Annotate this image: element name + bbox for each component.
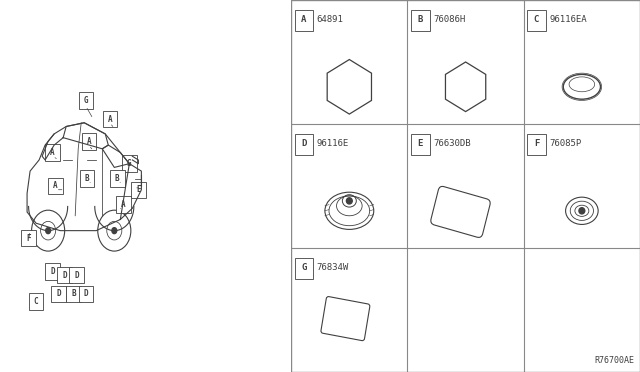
FancyBboxPatch shape — [80, 170, 95, 187]
Text: D: D — [51, 267, 55, 276]
Circle shape — [579, 208, 585, 214]
Text: R76700AE: R76700AE — [594, 356, 634, 365]
Text: B: B — [115, 174, 120, 183]
Text: D: D — [83, 289, 88, 298]
Text: B: B — [72, 289, 76, 298]
FancyBboxPatch shape — [45, 263, 60, 280]
Text: B: B — [417, 15, 423, 24]
FancyBboxPatch shape — [49, 178, 63, 194]
Text: 64891: 64891 — [317, 15, 344, 24]
FancyBboxPatch shape — [411, 134, 429, 155]
FancyBboxPatch shape — [116, 196, 131, 213]
Text: E: E — [417, 140, 423, 148]
Text: E: E — [136, 185, 141, 194]
Text: D: D — [56, 289, 61, 298]
Circle shape — [346, 198, 352, 204]
Text: A: A — [301, 15, 307, 24]
FancyBboxPatch shape — [79, 286, 93, 302]
FancyBboxPatch shape — [294, 258, 314, 279]
Text: 96116E: 96116E — [317, 139, 349, 148]
FancyBboxPatch shape — [110, 170, 125, 187]
Text: C: C — [534, 15, 540, 24]
Text: 76085P: 76085P — [549, 139, 582, 148]
FancyBboxPatch shape — [294, 134, 314, 155]
FancyBboxPatch shape — [102, 111, 117, 127]
FancyBboxPatch shape — [67, 286, 81, 302]
FancyBboxPatch shape — [411, 10, 429, 31]
FancyBboxPatch shape — [70, 267, 84, 283]
Text: C: C — [34, 297, 38, 306]
Text: B: B — [85, 174, 90, 183]
Text: F: F — [26, 234, 31, 243]
Text: D: D — [301, 140, 307, 148]
Text: A: A — [51, 148, 55, 157]
FancyBboxPatch shape — [131, 182, 145, 198]
FancyBboxPatch shape — [29, 293, 44, 310]
Circle shape — [45, 228, 51, 234]
Text: F: F — [534, 140, 540, 148]
Text: 96116EA: 96116EA — [549, 15, 587, 24]
Text: 76630DB: 76630DB — [433, 139, 470, 148]
FancyBboxPatch shape — [81, 133, 96, 150]
FancyBboxPatch shape — [58, 267, 72, 283]
Circle shape — [112, 228, 116, 234]
Text: A: A — [121, 200, 125, 209]
Text: A: A — [108, 115, 112, 124]
FancyBboxPatch shape — [527, 134, 546, 155]
Text: A: A — [86, 137, 91, 146]
Text: D: D — [74, 271, 79, 280]
FancyBboxPatch shape — [294, 10, 314, 31]
Text: 76834W: 76834W — [317, 263, 349, 272]
Text: A: A — [53, 182, 58, 190]
Text: 76086H: 76086H — [433, 15, 465, 24]
FancyBboxPatch shape — [527, 10, 546, 31]
FancyBboxPatch shape — [79, 92, 93, 109]
Text: G: G — [301, 263, 307, 272]
Text: D: D — [62, 271, 67, 280]
FancyBboxPatch shape — [45, 144, 60, 161]
FancyBboxPatch shape — [122, 155, 136, 172]
Text: G: G — [127, 159, 132, 168]
Text: G: G — [83, 96, 88, 105]
FancyBboxPatch shape — [21, 230, 36, 246]
FancyBboxPatch shape — [51, 286, 66, 302]
